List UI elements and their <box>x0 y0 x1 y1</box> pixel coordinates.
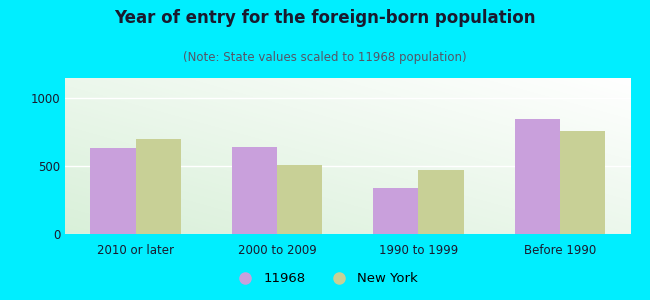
Bar <box>232 146 277 234</box>
Bar <box>419 169 463 234</box>
Text: (Note: State values scaled to 11968 population): (Note: State values scaled to 11968 popu… <box>183 51 467 64</box>
Bar <box>90 148 136 234</box>
Text: Year of entry for the foreign-born population: Year of entry for the foreign-born popul… <box>114 9 536 27</box>
Legend: 11968, New York: 11968, New York <box>227 267 423 290</box>
Bar <box>560 131 605 234</box>
Bar <box>515 119 560 234</box>
Bar <box>373 188 419 234</box>
Bar <box>277 166 322 234</box>
Bar <box>136 139 181 234</box>
